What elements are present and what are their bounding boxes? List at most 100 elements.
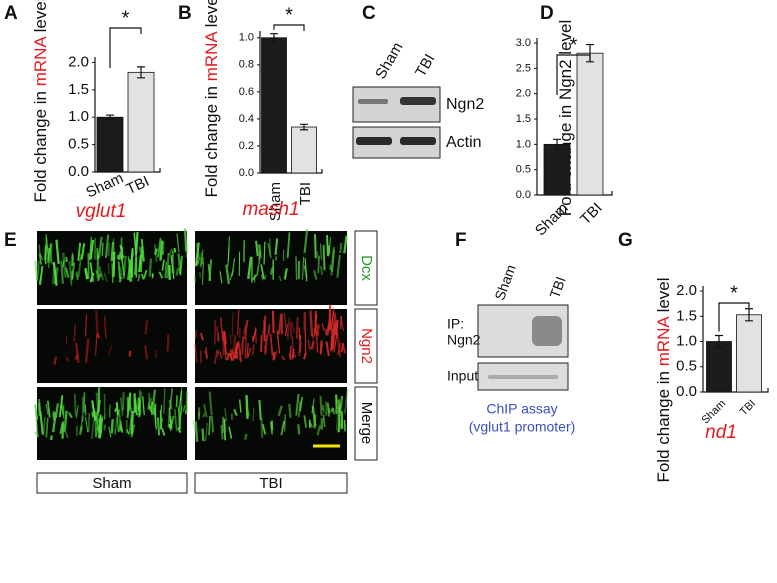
cell-process (83, 392, 86, 413)
cell-process (138, 389, 142, 415)
cell-process (156, 417, 161, 436)
bar (736, 314, 762, 393)
y-tick-label: 3.0 (516, 37, 531, 49)
cell-process (295, 256, 298, 281)
cell-process (157, 237, 162, 258)
cell-process (140, 273, 145, 280)
cell-process (98, 415, 103, 439)
cell-process (336, 403, 342, 413)
cell-process (174, 408, 178, 431)
cell-process (166, 252, 170, 279)
significance-mark: * (122, 7, 130, 29)
cell-process (95, 392, 100, 413)
channel-label: Ngn2 (358, 328, 375, 364)
blot-label: Ngn2 (447, 332, 481, 348)
cell-process (70, 270, 74, 279)
cell-process (179, 390, 183, 408)
cell-process (322, 414, 326, 427)
cell-process (35, 411, 39, 438)
cell-process (219, 351, 223, 359)
y-tick-label: 0.5 (676, 358, 697, 375)
cell-process (319, 395, 323, 416)
bar (261, 37, 287, 174)
cell-process (335, 394, 338, 409)
cell-process (260, 335, 263, 353)
cell-process (163, 388, 166, 414)
cell-process (232, 335, 237, 362)
band (532, 316, 562, 346)
cell-process (277, 405, 283, 417)
cell-process (103, 272, 108, 283)
cell-process (278, 275, 282, 282)
cell-process (288, 353, 292, 360)
cell-process (117, 261, 121, 279)
cell-process (148, 258, 152, 277)
cell-process (340, 411, 344, 429)
cell-process (287, 317, 290, 341)
channel-box (354, 230, 378, 306)
cell-process (128, 350, 132, 357)
cell-process (204, 422, 208, 442)
cell-process (320, 341, 323, 355)
lane-label: TBI (412, 51, 438, 80)
cell-process (42, 416, 46, 436)
cell-process (301, 256, 305, 280)
cell-process (332, 320, 337, 336)
y-tick-label: 0.5 (516, 164, 531, 176)
cell-process (295, 393, 300, 416)
cell-process (55, 239, 60, 265)
condition-label: Sham (92, 475, 131, 492)
cell-process (133, 232, 137, 256)
cell-process (100, 273, 105, 281)
cell-process (263, 315, 267, 342)
cell-process (205, 346, 209, 359)
cell-process (120, 426, 124, 433)
cell-process (332, 307, 335, 332)
y-tick-label: 1.0 (516, 138, 531, 150)
cell-process (161, 428, 166, 436)
condition-box (36, 472, 188, 494)
cell-process (243, 433, 248, 440)
channel-box (354, 308, 378, 384)
cell-process (58, 395, 64, 418)
cell-process (158, 271, 164, 279)
cell-process (339, 242, 343, 254)
cell-process (340, 315, 345, 331)
cell-process (103, 316, 107, 339)
cell-process (258, 399, 262, 420)
x-tick-label: TBI (124, 173, 152, 198)
error-bar (106, 114, 114, 121)
cell-process (314, 234, 317, 259)
cell-process (201, 412, 206, 418)
y-tick-label: 1.0 (68, 108, 89, 125)
cell-process (247, 347, 252, 357)
y-tick-label: 2.5 (516, 62, 531, 74)
y-tick-label: 1.0 (239, 32, 254, 44)
cell-process (91, 419, 95, 439)
cell-process (144, 345, 148, 360)
cell-process (44, 245, 48, 260)
cell-process (77, 242, 82, 261)
cell-process (89, 239, 94, 260)
cell-process (60, 260, 64, 284)
cell-process (111, 251, 115, 262)
cell-process (77, 253, 83, 278)
y-tick-label: 1.5 (68, 81, 89, 98)
cell-process (208, 415, 211, 436)
cell-process (46, 400, 51, 418)
cell-process (176, 233, 180, 253)
y-tick-label: 0.0 (239, 167, 254, 179)
cell-process (303, 415, 308, 428)
cell-process (264, 274, 267, 280)
cell-process (66, 356, 69, 362)
cell-process (269, 333, 274, 356)
cell-process (229, 269, 234, 281)
cell-process (108, 426, 112, 438)
y-tick-label: 0.0 (516, 189, 531, 201)
cell-process (331, 408, 336, 415)
cell-process (179, 255, 183, 276)
cell-process (73, 393, 77, 416)
cell-process (241, 335, 245, 343)
cell-process (126, 429, 130, 435)
cell-process (120, 254, 125, 261)
